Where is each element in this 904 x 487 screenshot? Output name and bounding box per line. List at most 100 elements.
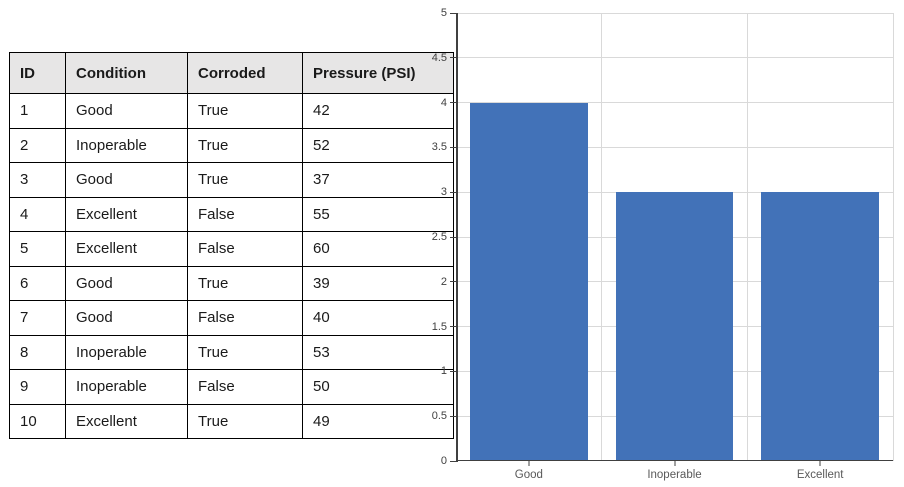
- table-cell: Good: [65, 300, 188, 336]
- y-axis-tick-label: 5: [440, 7, 447, 19]
- bar: [761, 192, 880, 461]
- gridline-horizontal: [456, 191, 893, 193]
- table-cell: 4: [9, 196, 66, 232]
- table-header-row: ID Condition Corroded Pressure (PSI): [9, 52, 454, 94]
- table-row: 3 Good True 37: [9, 162, 454, 198]
- table-cell: 53: [302, 334, 454, 370]
- table-cell: False: [187, 231, 303, 267]
- table-header: ID Condition Corroded Pressure (PSI): [9, 52, 454, 94]
- table-cell: 60: [302, 231, 454, 267]
- y-axis-tick: [450, 102, 458, 104]
- table-cell: False: [187, 196, 303, 232]
- table-cell: 3: [9, 162, 66, 198]
- y-axis-tick-label: 1.5: [431, 320, 447, 333]
- y-axis-tick-label: 3: [440, 186, 447, 199]
- y-axis-tick-label: 4: [440, 96, 447, 109]
- table-cell: Good: [65, 93, 188, 129]
- table-cell: Inoperable: [65, 127, 188, 163]
- table-cell: 2: [9, 127, 66, 163]
- y-axis-tick: [450, 281, 458, 283]
- y-axis-tick-label: 0: [440, 455, 447, 467]
- table-cell: 55: [302, 196, 454, 232]
- y-axis-tick: [450, 460, 458, 462]
- table-cell: 37: [302, 162, 454, 198]
- table-cell: Excellent: [65, 196, 188, 232]
- bar: [615, 192, 734, 461]
- table-row: 7 Good False 40: [9, 300, 454, 336]
- y-axis-tick-label: 4.5: [431, 51, 447, 64]
- y-axis-tick: [450, 415, 458, 417]
- bar-chart: 0 0.5 1 1.5 2 2.5 3 3.5 4 4.5 5 Good Inoperable Excel…: [432, 7, 894, 481]
- table-cell: True: [187, 93, 303, 129]
- y-axis-tick-label: 3.5: [431, 141, 447, 154]
- gridline-horizontal: [456, 57, 893, 59]
- table-cell: Inoperable: [65, 334, 188, 370]
- x-axis-tick-label: Excellent: [796, 469, 844, 481]
- table-cell: Good: [65, 265, 188, 301]
- table-cell: 8: [9, 334, 66, 370]
- y-axis-tick-label: 0.5: [431, 410, 447, 423]
- y-axis-tick: [450, 146, 458, 148]
- table-cell: Good: [65, 162, 188, 198]
- y-axis-tick-label: 2: [440, 275, 447, 288]
- x-axis-tick: [674, 461, 675, 466]
- table-row: 9 Inoperable False 50: [9, 369, 454, 405]
- y-axis-tick: [450, 370, 458, 372]
- y-axis-tick: [450, 326, 458, 328]
- table-cell: False: [187, 369, 303, 405]
- table-cell: 1: [9, 93, 66, 129]
- table-cell: True: [187, 403, 303, 439]
- table-cell: Excellent: [65, 403, 188, 439]
- y-axis-tick-label: 2.5: [431, 231, 447, 243]
- gridline-vertical: [746, 13, 748, 461]
- y-axis-line: [456, 13, 458, 461]
- table-cell: 42: [302, 93, 454, 129]
- table-cell: 9: [9, 369, 66, 405]
- y-axis-tick: [450, 236, 458, 238]
- table-cell: Inoperable: [65, 369, 188, 405]
- table-row: 1 Good True 42: [9, 93, 454, 129]
- gridline-horizontal: [456, 146, 893, 148]
- y-axis-tick: [450, 57, 458, 59]
- table-cell: True: [187, 265, 303, 301]
- y-axis-tick-label: 1: [440, 365, 447, 378]
- y-axis-tick: [450, 191, 458, 193]
- gridline-horizontal: [456, 102, 893, 104]
- table-cell: 7: [9, 300, 66, 336]
- table-header-cell: Condition: [65, 52, 188, 94]
- table-row: 2 Inoperable True 52: [9, 127, 454, 163]
- bar: [469, 102, 588, 461]
- y-axis-tick: [450, 12, 458, 14]
- table-row: 6 Good True 39: [9, 265, 454, 301]
- x-axis-tick: [528, 461, 530, 466]
- x-axis-tick-label: Inoperable: [647, 469, 702, 481]
- table-cell: True: [187, 127, 303, 163]
- table-cell: 10: [9, 403, 66, 439]
- table-row: 10 Excellent True 49: [9, 403, 454, 439]
- table-cell: 39: [302, 265, 454, 301]
- table-cell: Excellent: [65, 231, 188, 267]
- x-axis-tick: [819, 461, 821, 466]
- x-axis-tick-label: Good: [514, 469, 543, 481]
- table-body: 1 Good True 42 2 Inoperable True 52 3 Good True 37 4…: [9, 93, 454, 439]
- table-cell: 52: [302, 127, 454, 163]
- pipe-data-table: ID Condition Corroded Pressure (PSI) 1 Good T…: [9, 52, 454, 439]
- table-row: 5 Excellent False 60: [9, 231, 454, 267]
- x-axis-line: [456, 459, 893, 461]
- table-cell: 5: [9, 231, 66, 267]
- table-cell: 6: [9, 265, 66, 301]
- table-row: 8 Inoperable True 53: [9, 334, 454, 370]
- table-cell: 49: [302, 403, 454, 439]
- table-cell: 50: [302, 369, 454, 405]
- gridline-vertical: [601, 13, 603, 461]
- table-cell: False: [187, 300, 303, 336]
- table-header-cell: Corroded: [187, 52, 303, 94]
- table-cell: True: [187, 334, 303, 370]
- table-cell: True: [187, 162, 303, 198]
- table-header-cell: ID: [9, 52, 66, 94]
- gridline-vertical: [892, 13, 894, 461]
- table-row: 4 Excellent False 55: [9, 196, 454, 232]
- gridline-horizontal: [456, 12, 893, 14]
- table-header-cell: Pressure (PSI): [302, 52, 454, 94]
